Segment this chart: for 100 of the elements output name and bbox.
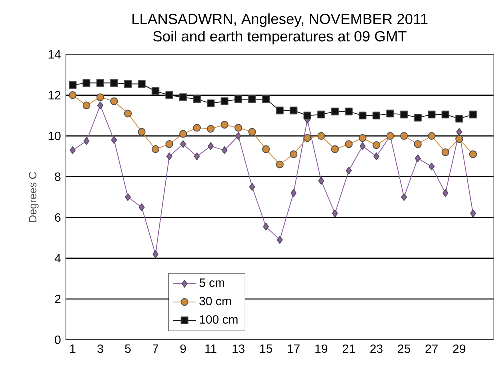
point bbox=[249, 183, 256, 191]
point bbox=[180, 140, 186, 148]
y-tick-label: 8 bbox=[55, 172, 61, 182]
point bbox=[207, 100, 215, 108]
point bbox=[194, 152, 200, 160]
point bbox=[110, 98, 118, 106]
point bbox=[152, 250, 159, 258]
point bbox=[138, 80, 146, 88]
point bbox=[290, 106, 298, 115]
point bbox=[193, 124, 202, 132]
y-tick-label: 0 bbox=[55, 336, 61, 344]
point bbox=[96, 79, 104, 88]
point bbox=[469, 110, 478, 119]
x-tick-label: 19 bbox=[316, 344, 328, 354]
x-tick-label: 9 bbox=[180, 344, 186, 354]
point bbox=[70, 146, 76, 154]
point bbox=[331, 108, 340, 116]
point bbox=[401, 193, 408, 202]
point bbox=[138, 204, 145, 212]
x-tick-label: 3 bbox=[98, 344, 104, 354]
point bbox=[234, 124, 242, 132]
point bbox=[372, 112, 381, 120]
x-tick-label: 5 bbox=[125, 344, 131, 354]
point bbox=[400, 132, 408, 140]
point bbox=[110, 79, 118, 88]
point bbox=[96, 94, 104, 102]
x-tick-label: 11 bbox=[206, 344, 217, 353]
y-tick-label: 10 bbox=[48, 132, 61, 140]
point bbox=[358, 112, 367, 120]
point bbox=[208, 142, 214, 150]
point bbox=[236, 132, 242, 140]
point bbox=[358, 134, 367, 142]
point bbox=[428, 110, 436, 119]
y-tick-label: 14 bbox=[48, 50, 61, 59]
point bbox=[82, 102, 91, 110]
point bbox=[442, 110, 450, 119]
point bbox=[428, 162, 435, 171]
point bbox=[125, 193, 132, 202]
point bbox=[84, 137, 90, 146]
point bbox=[414, 140, 422, 148]
chart-title: LLANSADWRN, Anglesey, NOVEMBER 2011 bbox=[132, 14, 428, 28]
point bbox=[234, 96, 242, 104]
point bbox=[166, 92, 174, 100]
point bbox=[386, 110, 394, 118]
point bbox=[98, 102, 104, 110]
point bbox=[318, 110, 326, 119]
x-tick-label: 21 bbox=[342, 344, 356, 354]
point bbox=[442, 148, 450, 156]
point bbox=[318, 132, 326, 140]
point bbox=[428, 132, 436, 140]
point bbox=[82, 79, 91, 88]
point bbox=[152, 87, 160, 96]
point bbox=[166, 140, 174, 148]
point bbox=[179, 94, 188, 102]
point bbox=[248, 96, 256, 104]
point bbox=[318, 177, 324, 185]
point bbox=[152, 146, 160, 154]
point bbox=[69, 81, 77, 90]
point bbox=[415, 154, 422, 162]
point bbox=[345, 140, 353, 148]
point bbox=[179, 130, 188, 138]
y-tick-label: 6 bbox=[55, 213, 61, 222]
chart-subtitle: Soil and earth temperatures at 09 GMT bbox=[154, 30, 407, 45]
y-tick-label: 4 bbox=[54, 254, 61, 263]
x-tick-label: 29 bbox=[453, 344, 466, 354]
point bbox=[262, 146, 270, 154]
point bbox=[456, 135, 464, 144]
y-axis-title: Degrees C bbox=[29, 172, 39, 222]
point bbox=[262, 96, 270, 104]
point bbox=[332, 210, 338, 218]
point bbox=[470, 210, 476, 218]
x-tick-label: 15 bbox=[260, 344, 272, 354]
point bbox=[276, 160, 284, 169]
point bbox=[248, 128, 256, 136]
y-tick-label: 12 bbox=[48, 91, 61, 100]
point bbox=[124, 80, 132, 88]
x-tick-label: 1 bbox=[70, 344, 76, 353]
point bbox=[456, 128, 462, 136]
point bbox=[331, 146, 340, 154]
point bbox=[277, 236, 283, 244]
point bbox=[69, 92, 77, 100]
point bbox=[372, 141, 381, 150]
point bbox=[469, 150, 478, 158]
point bbox=[290, 150, 298, 158]
point bbox=[304, 112, 312, 120]
point bbox=[442, 189, 449, 198]
x-tick-label: 23 bbox=[370, 344, 383, 354]
x-tick-label: 27 bbox=[426, 344, 438, 354]
point bbox=[193, 96, 202, 104]
x-tick-label: 17 bbox=[288, 344, 300, 353]
point bbox=[207, 125, 215, 133]
point bbox=[220, 98, 229, 106]
point bbox=[374, 152, 380, 160]
point bbox=[276, 106, 284, 115]
point bbox=[124, 110, 132, 118]
point bbox=[166, 152, 173, 160]
point bbox=[290, 189, 297, 198]
legend-label: 100 cm bbox=[200, 315, 238, 324]
point bbox=[263, 223, 270, 231]
point bbox=[345, 108, 353, 116]
